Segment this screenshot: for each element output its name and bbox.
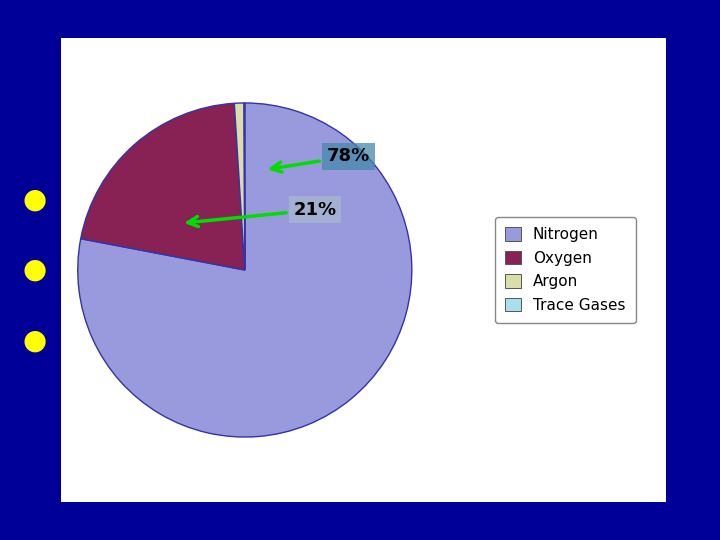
Wedge shape [234,103,245,270]
Wedge shape [244,103,245,270]
Text: 78%: 78% [271,147,370,172]
Legend: Nitrogen, Oxygen, Argon, Trace Gases: Nitrogen, Oxygen, Argon, Trace Gases [495,217,636,323]
Wedge shape [81,103,245,270]
Wedge shape [78,103,412,437]
Text: ●: ● [22,256,47,284]
Text: ●: ● [22,186,47,214]
Text: ●: ● [22,326,47,354]
Text: 21%: 21% [188,201,336,227]
